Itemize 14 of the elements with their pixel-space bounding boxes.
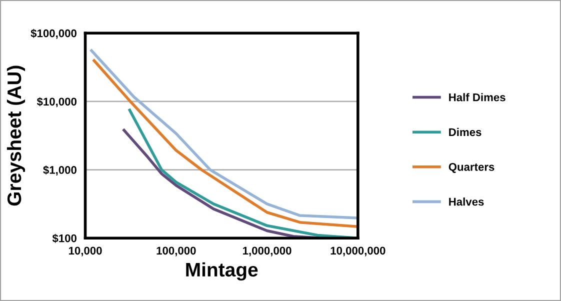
legend-label: Quarters bbox=[448, 163, 494, 173]
x-tick-label: 10,000 bbox=[68, 246, 102, 256]
y-axis-title: Greysheet (AU) bbox=[6, 66, 26, 206]
legend-label: Dimes bbox=[449, 128, 482, 136]
y-tick-label: $100,000 bbox=[30, 28, 76, 39]
legend-label: Halves bbox=[449, 198, 484, 206]
y-tick-label: $10,000 bbox=[36, 97, 76, 108]
x-tick-label: 100,000 bbox=[156, 246, 196, 256]
legend-label: Half Dimes bbox=[449, 93, 506, 102]
x-tick-label: 10,000,000 bbox=[330, 246, 386, 256]
y-tick-label: $1,000 bbox=[43, 166, 76, 176]
x-tick-label: 1,000,000 bbox=[243, 246, 292, 256]
y-tick-label: $100 bbox=[52, 234, 76, 243]
x-axis-title: Mintage bbox=[186, 262, 258, 281]
